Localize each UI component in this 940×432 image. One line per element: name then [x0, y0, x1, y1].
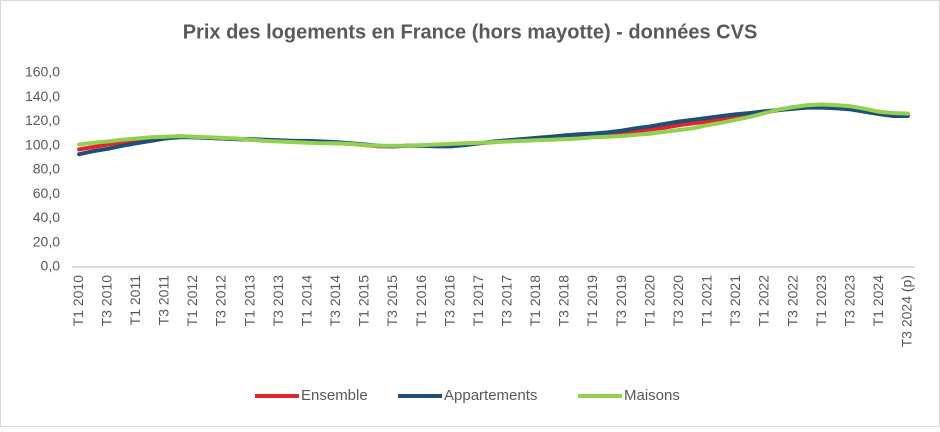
x-tick-label: T3 2020: [670, 275, 686, 327]
x-tick-label: T3 2023: [841, 275, 857, 327]
x-tick-label: T1 2010: [70, 275, 86, 327]
chart-title: Prix des logements en France (hors mayot…: [183, 21, 758, 43]
x-tick-label: T3 2024 (p): [899, 275, 915, 347]
legend-label: Maisons: [624, 387, 680, 404]
x-tick-label: T3 2021: [727, 275, 743, 327]
x-tick-label: T3 2012: [213, 275, 229, 327]
y-tick-label: 0,0: [41, 258, 61, 274]
y-tick-label: 40,0: [33, 209, 60, 225]
x-tick-label: T3 2015: [384, 275, 400, 327]
x-tick-label: T1 2012: [184, 275, 200, 327]
x-tick-label: T1 2016: [413, 275, 429, 327]
x-tick-label: T3 2022: [784, 275, 800, 327]
x-tick-label: T1 2013: [241, 275, 257, 327]
y-tick-label: 80,0: [33, 161, 60, 177]
y-tick-label: 100,0: [25, 136, 60, 152]
y-tick-label: 20,0: [33, 233, 60, 249]
legend-label: Appartements: [444, 387, 537, 404]
x-tick-label: T1 2011: [127, 275, 143, 326]
x-tick-label: T3 2016: [441, 275, 457, 327]
x-tick-label: T3 2011: [156, 275, 172, 326]
x-tick-label: T1 2022: [756, 275, 772, 327]
x-tick-label: T3 2013: [270, 275, 286, 327]
x-tick-label: T1 2017: [470, 275, 486, 327]
x-tick-label: T1 2018: [527, 275, 543, 327]
y-tick-label: 160,0: [25, 64, 60, 80]
x-tick-label: T3 2010: [98, 275, 114, 327]
legend-label: Ensemble: [301, 387, 368, 404]
x-tick-label: T3 2019: [613, 275, 629, 327]
series-line: [77, 102, 910, 148]
x-tick-label: T1 2021: [699, 275, 715, 327]
x-tick-label: T1 2015: [356, 275, 372, 327]
x-tick-label: T1 2023: [813, 275, 829, 327]
y-tick-label: 120,0: [25, 112, 60, 128]
y-tick-label: 60,0: [33, 185, 60, 201]
x-tick-label: T1 2024: [870, 275, 886, 327]
x-tick-label: T3 2017: [498, 275, 514, 327]
x-tick-label: T3 2014: [327, 275, 343, 327]
x-tick-label: T3 2018: [556, 275, 572, 327]
x-tick-label: T1 2019: [584, 275, 600, 327]
x-tick-label: T1 2020: [641, 275, 657, 327]
y-tick-label: 140,0: [25, 88, 60, 104]
x-tick-label: T1 2014: [298, 275, 314, 327]
